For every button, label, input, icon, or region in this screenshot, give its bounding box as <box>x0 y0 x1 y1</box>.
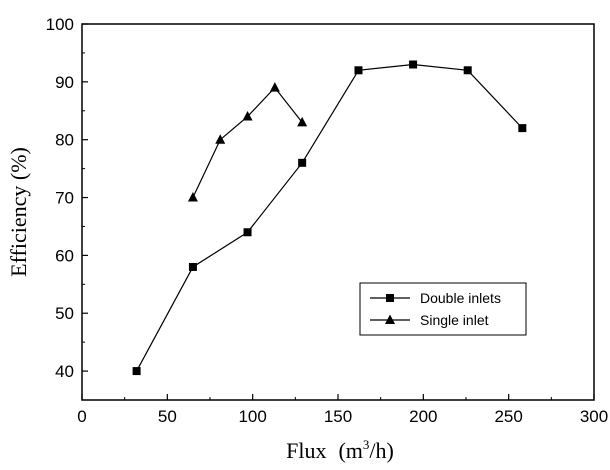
x-tick-label: 150 <box>324 407 352 426</box>
y-tick-label: 90 <box>55 73 74 92</box>
y-tick-label: 60 <box>55 246 74 265</box>
data-point <box>269 82 280 92</box>
x-axis-title: Flux (m3/h) <box>286 437 394 463</box>
plot-area <box>81 23 595 401</box>
y-axis: 40 50 60 70 80 90 100 <box>46 15 88 381</box>
y-tick-label: 70 <box>55 189 74 208</box>
x-axis-label: Flux <box>286 438 326 463</box>
data-point <box>132 367 141 376</box>
data-point <box>188 262 197 271</box>
data-point <box>463 66 472 75</box>
y-tick-label: 100 <box>46 15 74 34</box>
legend-marker <box>386 294 394 302</box>
legend-marker <box>385 314 395 324</box>
series-layer <box>132 60 527 376</box>
y-axis-title: Efficiency (%) <box>6 147 31 277</box>
legend-box <box>359 282 527 336</box>
data-point <box>354 66 363 75</box>
x-tick-label: 200 <box>409 407 437 426</box>
series-line <box>192 86 303 198</box>
x-axis: 0 50 100 150 200 250 300 <box>77 394 608 426</box>
y-tick-label: 40 <box>55 362 74 381</box>
x-tick-label: 300 <box>580 407 608 426</box>
legend-entry: Single inlet <box>370 312 489 328</box>
data-point <box>409 60 418 69</box>
x-tick-label: 250 <box>494 407 522 426</box>
data-point <box>215 134 226 144</box>
x-tick-label: 0 <box>77 407 86 426</box>
series-double-inlets <box>132 60 527 376</box>
series-single-inlet <box>187 82 308 202</box>
legend-entry: Double inlets <box>370 290 501 306</box>
legend-label: Single inlet <box>420 312 489 328</box>
data-point <box>298 158 307 167</box>
legend-label: Double inlets <box>420 290 501 306</box>
data-point <box>297 116 308 127</box>
x-axis-unit-open: (m <box>338 438 362 463</box>
x-tick-label: 100 <box>238 407 266 426</box>
legend: Double inlets Single inlet <box>359 282 527 336</box>
series-line <box>136 63 523 372</box>
x-tick-label: 50 <box>158 407 177 426</box>
y-tick-label: 50 <box>55 304 74 323</box>
plot-frame <box>81 23 595 401</box>
data-point <box>243 228 252 237</box>
x-axis-unit-close: /h) <box>369 438 393 463</box>
y-tick-label: 80 <box>55 131 74 150</box>
x-axis-unit-sup: 3 <box>363 437 370 452</box>
data-point <box>187 192 198 202</box>
data-point <box>242 111 253 121</box>
data-point <box>518 124 527 133</box>
